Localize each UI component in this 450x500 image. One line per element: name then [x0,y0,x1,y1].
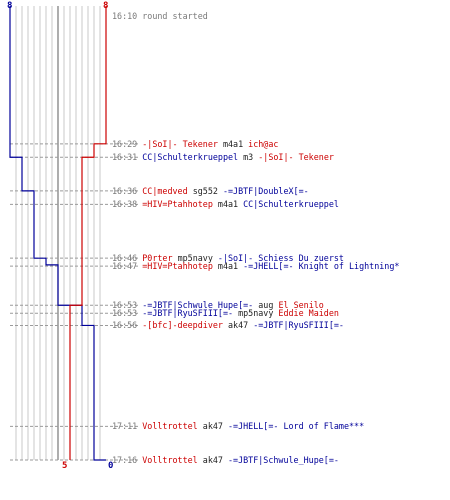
event-victim: -|SoI|- Tekener [258,152,334,163]
event-weapon: m4a1 [217,199,239,210]
event-weapon: m3 [243,152,254,163]
event-time: 16:36 [112,185,138,196]
event-victim: -|SoI|- Schiess Du zuerst [217,253,344,264]
event-row: 16:36 CC|medved sg552 -=JBTF|DoubleX[=- [112,186,309,196]
event-weapon: ak47 [202,421,223,432]
event-time: 16:53 [112,308,138,319]
event-row: 16:31 CC|Schulterkrueppel m3 -|SoI|- Tek… [112,152,334,162]
event-victim: Eddie Maiden [278,308,339,319]
event-weapon: mp5navy [238,308,274,319]
event-row: 16:53 -=JBTF|RyuSFIII[=- mp5navy Eddie M… [112,308,339,318]
event-killer: CC|medved [142,185,188,196]
event-victim: -=JBTF|DoubleX[=- [222,185,309,196]
event-row: 16:56 -[bfc]-deepdiver ak47 -=JBTF|RyuSF… [112,320,344,330]
event-killer: -=JBTF|RyuSFIII[=- [142,308,234,319]
event-victim: -=JBTF|Schwule_Hupe[=- [228,455,339,465]
event-killer: -|SoI|- Tekener [142,138,218,149]
event-victim: -=JBTF|RyuSFIII[=- [253,320,344,331]
event-weapon: m4a1 [217,261,239,272]
event-victim: -=JHELL[=- Lord of Flame*** [228,421,365,432]
event-killer: =HIV=Ptahhotep [142,199,213,210]
event-weapon: mp5navy [177,253,213,264]
event-row: 16:10 round started [112,11,208,21]
event-killer: -=JBTF|Schwule_Hupe[=- [142,300,254,311]
event-time: 16:47 [112,261,138,272]
event-row: 17:16 Volltrottel ak47 -=JBTF|Schwule_Hu… [112,455,339,465]
event-row: 16:53 -=JBTF|Schwule_Hupe[=- aug El Seni… [112,300,324,310]
event-time: 16:10 [112,11,138,21]
red-end-count: 5 [62,461,68,471]
event-time: 17:16 [112,455,138,465]
blue-end-count: 0 [108,461,114,471]
event-victim: -=JHELL[=- Knight of Lightning* [243,261,400,272]
event-text: round started [142,11,208,21]
blue-team-series-line [9,6,106,461]
event-row: 16:38 =HIV=Ptahhotep m4a1 CC|Schulterkru… [112,199,339,209]
event-weapon: m4a1 [222,138,244,149]
red-team-series-line [69,6,107,460]
event-killer: Volltrottel [142,455,198,465]
event-time: 16:38 [112,199,138,210]
red-start-count: 8 [103,1,109,11]
event-weapon: ak47 [202,455,223,465]
event-weapon: sg552 [192,185,218,196]
blue-start-count: 8 [7,1,13,11]
event-time: 16:56 [112,320,138,331]
event-victim: CC|Schulterkrueppel [243,199,339,210]
event-time: 16:46 [112,253,138,264]
event-row: 16:47 =HIV=Ptahhotep m4a1 -=JHELL[=- Kni… [112,261,399,271]
event-killer: -[bfc]-deepdiver [142,320,223,331]
event-killer: =HIV=Ptahhotep [142,261,213,272]
event-time: 17:11 [112,421,138,432]
event-killer: CC|Schulterkrueppel [142,152,239,163]
event-killer: Volltrottel [142,421,198,432]
event-killer: P0rter [142,253,173,264]
event-time: 16:53 [112,300,138,311]
event-time: 16:31 [112,152,138,163]
event-time: 16:29 [112,138,138,149]
event-weapon: ak47 [228,320,249,331]
event-row: 16:29 -|SoI|- Tekener m4a1 ich@ac [112,139,278,149]
event-row: 16:46 P0rter mp5navy -|SoI|- Schiess Du … [112,253,344,263]
event-row: 17:11 Volltrottel ak47 -=JHELL[=- Lord o… [112,421,364,431]
event-weapon: aug [258,300,274,311]
event-victim: El Senilo [278,300,324,311]
event-victim: ich@ac [248,138,279,149]
